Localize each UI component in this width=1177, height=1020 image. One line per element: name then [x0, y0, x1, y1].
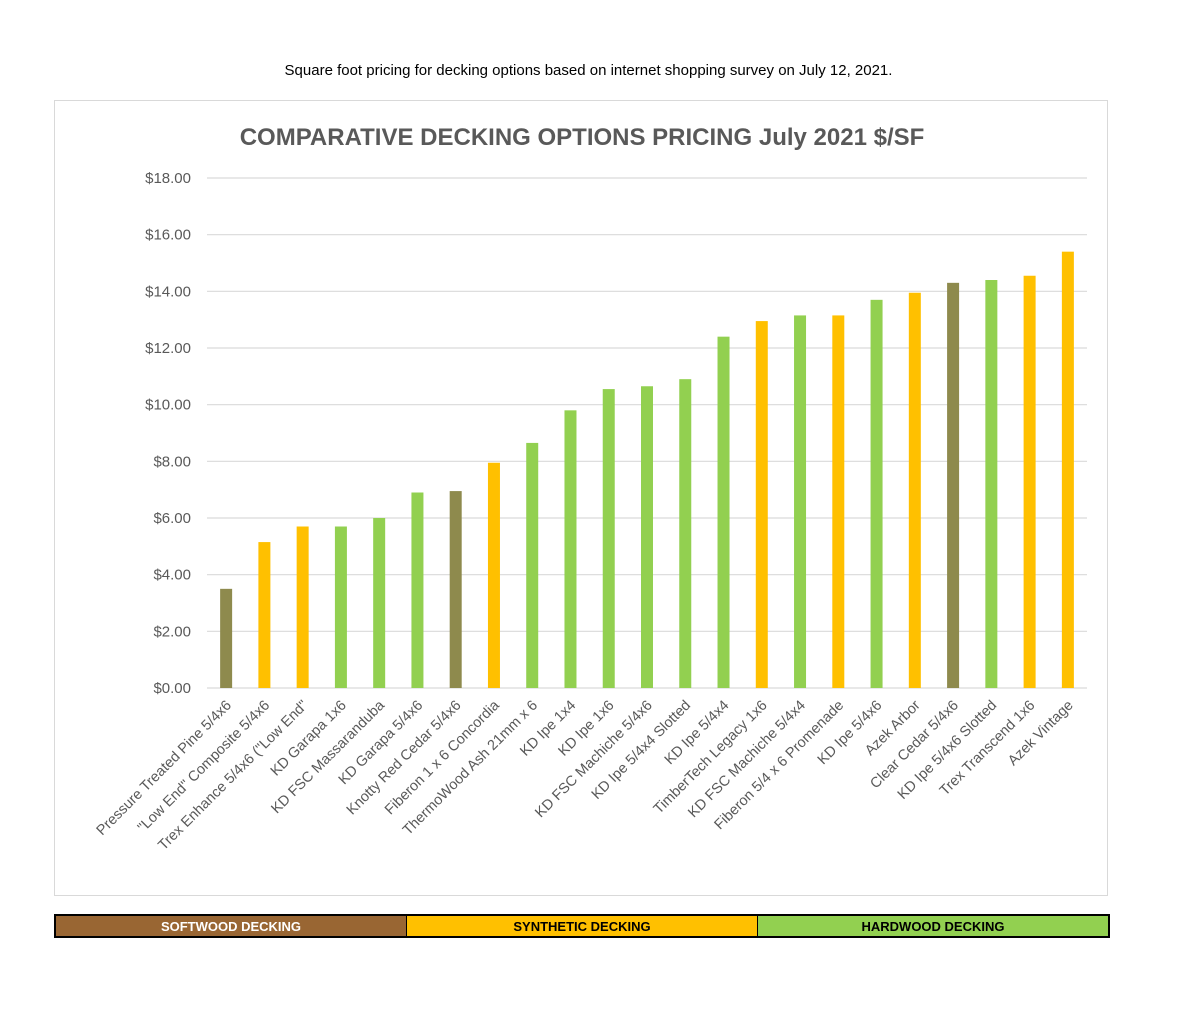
- legend-hardwood-label: HARDWOOD DECKING: [861, 918, 1005, 934]
- bar: [985, 280, 998, 688]
- bar: [641, 386, 653, 688]
- y-tick-label: $14.00: [145, 283, 191, 300]
- y-tick-label: $6.00: [153, 510, 191, 527]
- y-tick-label: $12.00: [145, 340, 191, 357]
- bar: [220, 588, 233, 688]
- y-tick-label: $8.00: [153, 453, 191, 470]
- chart-caption: Square foot pricing for decking options …: [284, 62, 893, 79]
- bar: [296, 526, 309, 688]
- y-tick-label: $10.00: [145, 397, 191, 414]
- bar: [755, 321, 768, 688]
- y-tick-label: $2.00: [153, 623, 191, 640]
- bar: [717, 336, 730, 688]
- bar: [373, 518, 386, 688]
- legend-hardwood: HARDWOOD DECKING: [758, 916, 1108, 936]
- bar: [947, 282, 960, 688]
- bar-chart: COMPARATIVE DECKING OPTIONS PRICING July…: [94, 124, 1087, 854]
- bar: [679, 379, 692, 688]
- bar: [487, 462, 500, 688]
- bar: [334, 526, 347, 688]
- bar: [258, 542, 271, 688]
- bar: [1023, 275, 1036, 688]
- chart-area: COMPARATIVE DECKING OPTIONS PRICING July…: [54, 100, 1108, 896]
- bar: [908, 292, 921, 688]
- legend-synthetic: SYNTHETIC DECKING: [407, 916, 758, 936]
- y-tick-label: $0.00: [153, 680, 191, 697]
- x-category-label: Trex Enhance 5/4x6 ("Low End": [155, 698, 311, 854]
- bar: [832, 315, 845, 688]
- bar: [1061, 251, 1074, 688]
- bar: [411, 492, 424, 688]
- chart-title: COMPARATIVE DECKING OPTIONS PRICING July…: [240, 124, 925, 151]
- bar: [564, 410, 577, 688]
- legend-softwood: SOFTWOOD DECKING: [56, 916, 407, 936]
- y-tick-label: $4.00: [153, 567, 191, 584]
- y-tick-label: $18.00: [145, 170, 191, 187]
- legend-synthetic-label: SYNTHETIC DECKING: [513, 918, 651, 934]
- legend-softwood-label: SOFTWOOD DECKING: [160, 918, 302, 934]
- bar: [526, 442, 539, 688]
- bar: [794, 315, 807, 688]
- bar: [870, 299, 883, 688]
- bar: [602, 389, 615, 688]
- category-legend: SOFTWOOD DECKING SYNTHETIC DECKING HARDW…: [54, 914, 1110, 938]
- y-tick-label: $16.00: [145, 227, 191, 244]
- bar: [449, 491, 462, 688]
